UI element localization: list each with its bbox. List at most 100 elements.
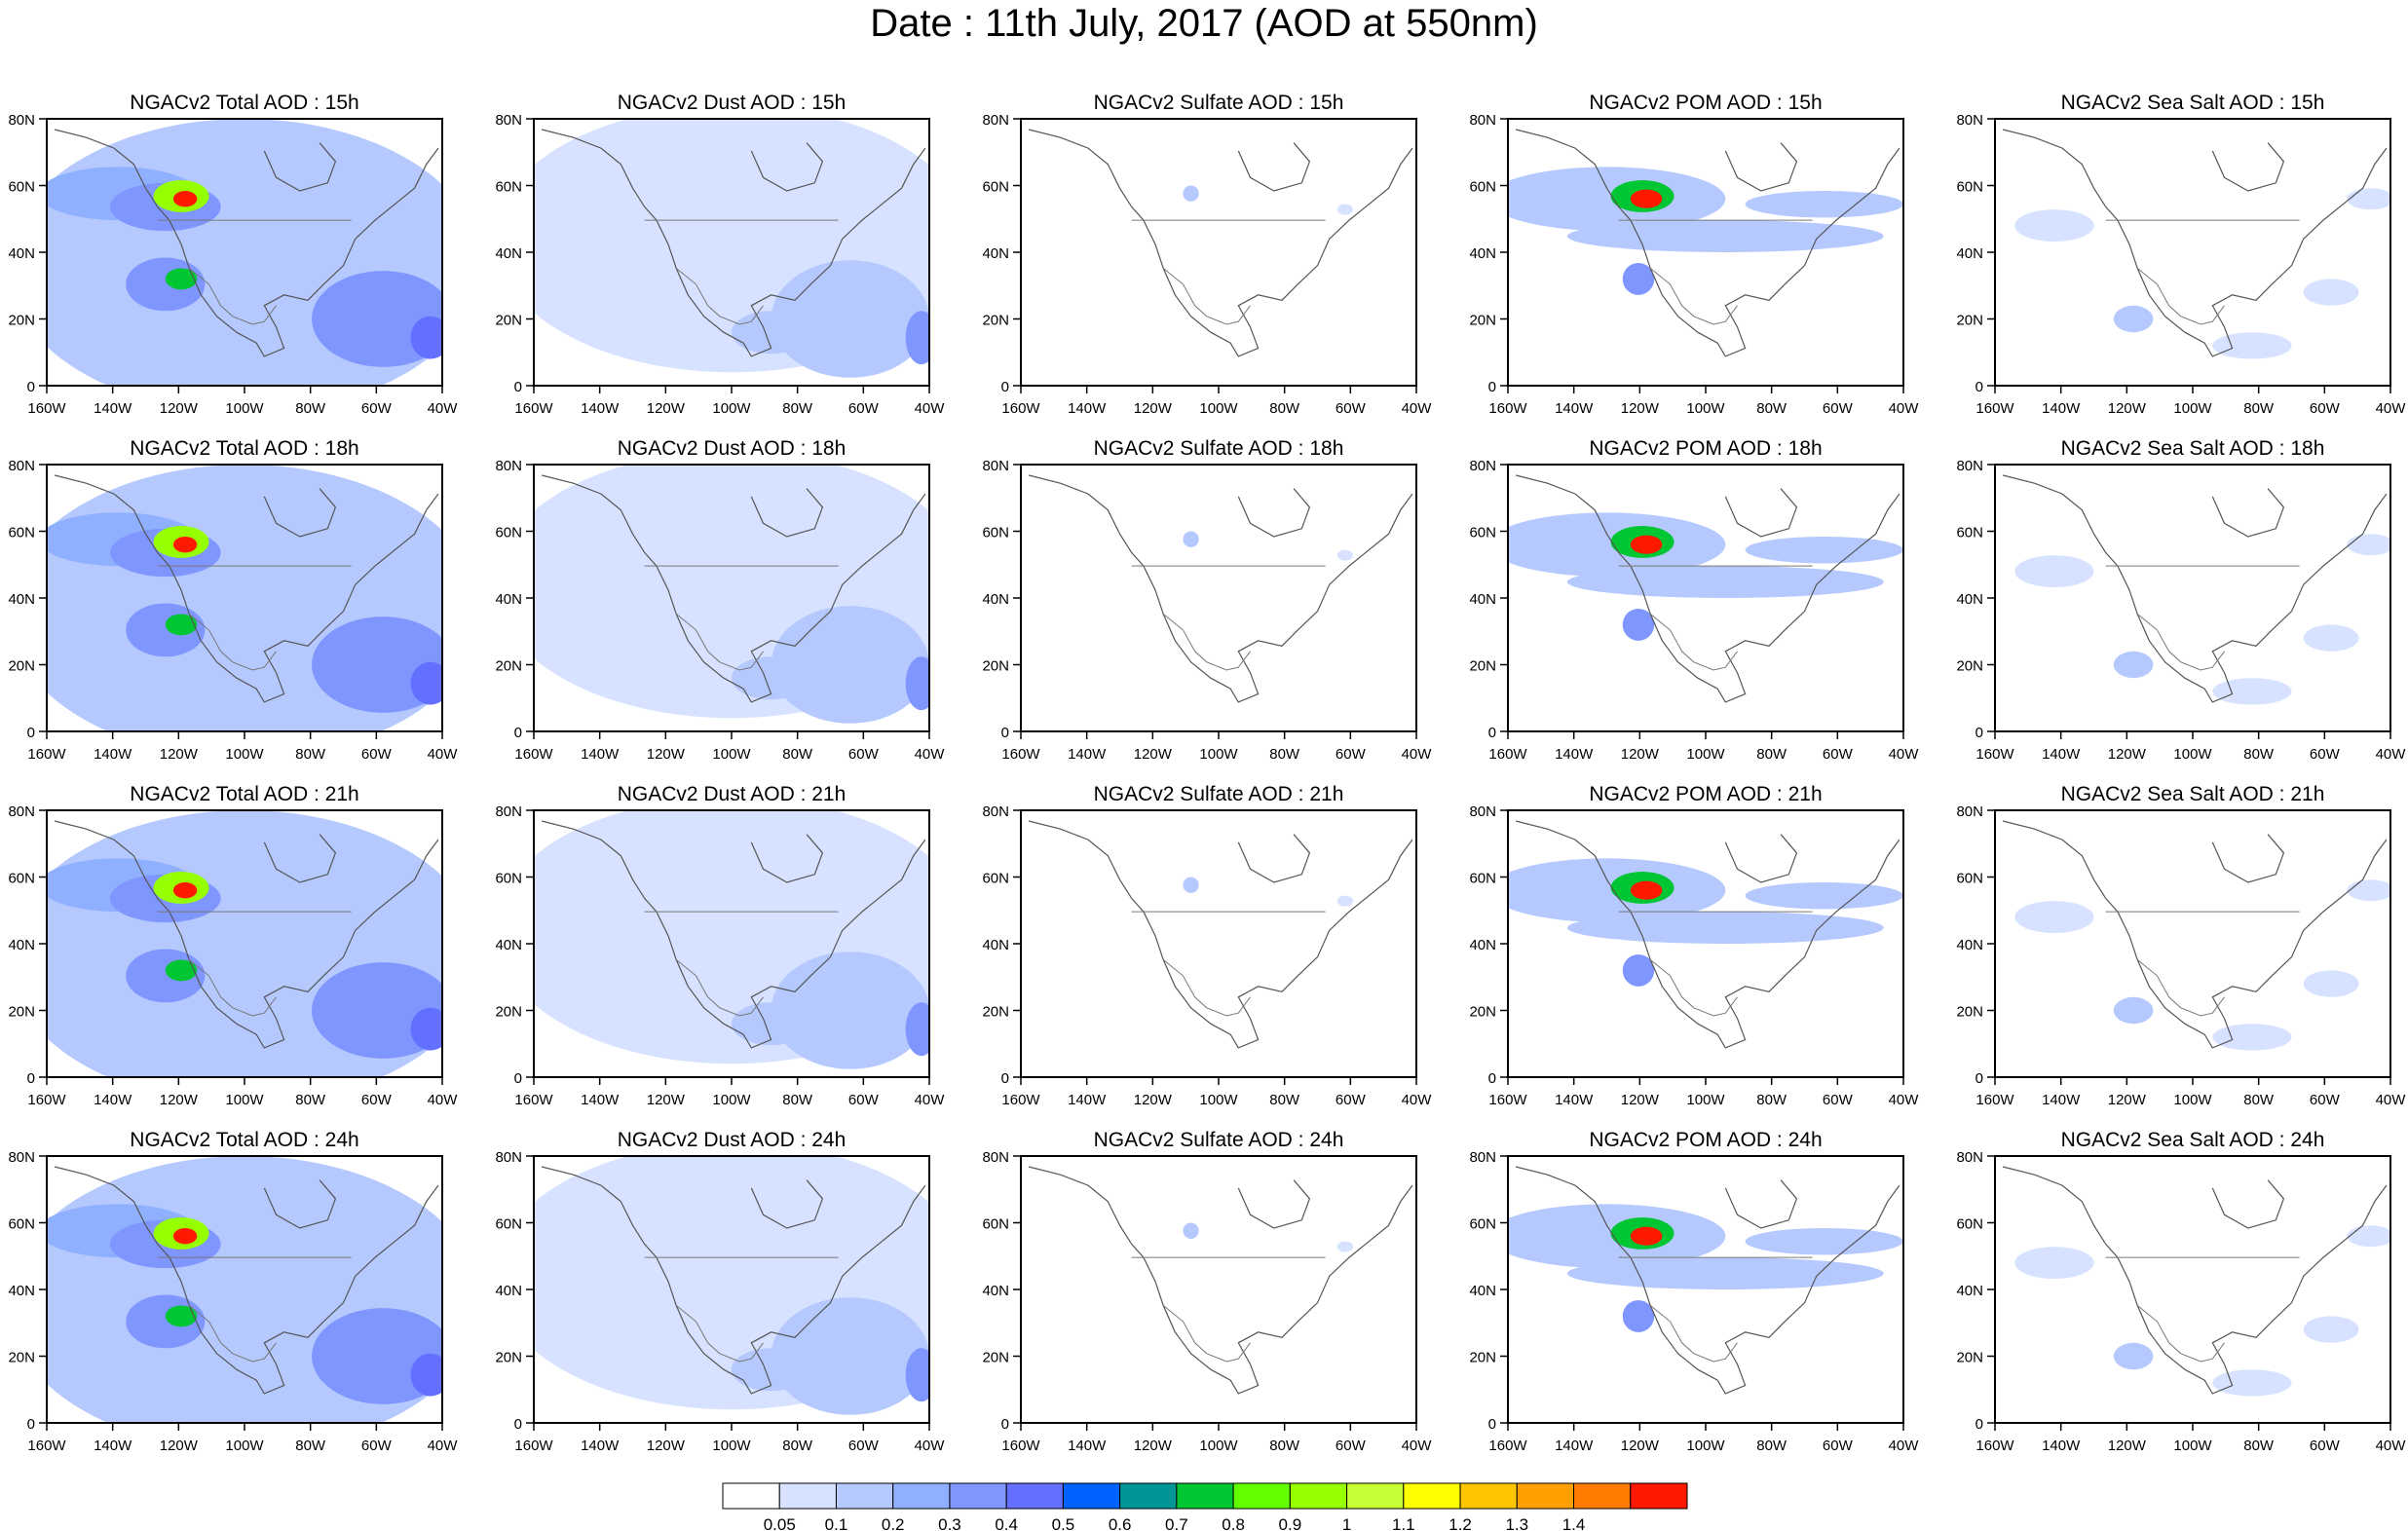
- aod-blob: [2014, 901, 2094, 934]
- map-background: [1021, 1156, 1416, 1423]
- mexico-outline: [1162, 1305, 1251, 1363]
- lon-tick-label: 40W: [915, 1092, 946, 1108]
- aod-blob: [172, 190, 198, 207]
- lat-tick-label: 60N: [1469, 1216, 1496, 1233]
- mexico-outline: [188, 959, 277, 1017]
- lat-tick-label: 40N: [982, 937, 1009, 953]
- lon-tick-label: 40W: [428, 746, 459, 763]
- lon-tick-label: 80W: [295, 1438, 326, 1454]
- lat-tick-label: 80N: [982, 1149, 1009, 1166]
- coastline: [54, 129, 439, 357]
- hudson-bay-outline: [1237, 1179, 1311, 1229]
- aod-blob: [1183, 1222, 1199, 1239]
- panel-title: NGACv2 Sulfate AOD : 21h: [1094, 783, 1344, 805]
- lat-tick-label: 0: [27, 725, 35, 741]
- lon-tick-label: 140W: [94, 400, 132, 417]
- colorbar-label: 0.8: [1222, 1515, 1245, 1531]
- lon-tick-label: 80W: [1269, 1438, 1300, 1454]
- lon-tick-label: 40W: [428, 1438, 459, 1454]
- mexico-outline: [675, 959, 764, 1017]
- lat-tick-label: 20N: [1956, 1004, 1983, 1021]
- aod-blob: [1745, 1227, 1903, 1255]
- lon-tick-label: 40W: [1402, 400, 1433, 417]
- aod-blob: [1183, 531, 1199, 547]
- lon-tick-label: 160W: [1488, 1438, 1527, 1454]
- lat-tick-label: 40N: [982, 1283, 1009, 1299]
- aod-field: [47, 119, 442, 386]
- lat-tick-label: 40N: [1956, 591, 1983, 608]
- map-panel: NGACv2 Sulfate AOD : 21h 0 20N 40N 60N 80N 160…: [982, 783, 1432, 1108]
- lat-tick-label: 80N: [1956, 803, 1983, 820]
- colorbar-label: 0.6: [1109, 1515, 1132, 1531]
- lat-tick-label: 80N: [495, 112, 522, 129]
- lon-tick-label: 160W: [514, 1438, 553, 1454]
- panel-title: NGACv2 Sulfate AOD : 15h: [1094, 92, 1344, 114]
- panel-title: NGACv2 POM AOD : 21h: [1589, 783, 1822, 805]
- lon-tick-label: 160W: [1488, 746, 1527, 763]
- lon-tick-label: 160W: [1488, 1092, 1527, 1108]
- lon-tick-label: 60W: [848, 1438, 880, 1454]
- lon-tick-label: 100W: [225, 400, 264, 417]
- lon-tick-label: 120W: [160, 746, 199, 763]
- colorbar-swatch: [1573, 1482, 1632, 1510]
- lon-tick-label: 140W: [1555, 1438, 1594, 1454]
- colorbar-swatch: [1005, 1482, 1064, 1510]
- lon-tick-label: 120W: [2108, 400, 2147, 417]
- lon-tick-label: 140W: [94, 1092, 132, 1108]
- lat-tick-label: 20N: [982, 658, 1009, 675]
- lat-tick-label: 80N: [8, 1149, 35, 1166]
- colorbar-label: 0.5: [1052, 1515, 1075, 1531]
- aod-blob: [2212, 1369, 2292, 1397]
- map-background: [1995, 1156, 2390, 1423]
- lat-tick-label: 20N: [1956, 1350, 1983, 1366]
- lat-tick-label: 60N: [8, 1216, 35, 1233]
- lat-tick-label: 80N: [1469, 458, 1496, 474]
- aod-blob: [312, 1308, 442, 1404]
- lat-tick-label: 0: [514, 1416, 522, 1433]
- lon-tick-label: 40W: [428, 400, 459, 417]
- lon-tick-label: 80W: [1756, 1438, 1787, 1454]
- lat-tick-label: 20N: [982, 1350, 1009, 1366]
- lon-tick-label: 40W: [2376, 400, 2407, 417]
- aod-blob: [2113, 651, 2154, 679]
- lat-tick-label: 20N: [8, 1350, 35, 1366]
- mexico-outline: [188, 614, 277, 671]
- lon-tick-label: 160W: [1001, 1438, 1040, 1454]
- lon-tick-label: 140W: [94, 1438, 132, 1454]
- colorbar-swatch: [835, 1482, 894, 1510]
- aod-field: [1508, 858, 1903, 987]
- aod-blob: [1566, 1257, 1884, 1290]
- aod-blob: [2113, 1342, 2154, 1370]
- panel-title: NGACv2 Dust AOD : 24h: [618, 1129, 847, 1151]
- lat-tick-label: 60N: [1956, 179, 1983, 196]
- lon-tick-label: 140W: [2042, 1092, 2081, 1108]
- lon-tick-label: 80W: [782, 400, 813, 417]
- lon-tick-label: 100W: [2173, 1438, 2212, 1454]
- map-panel: NGACv2 POM AOD : 18h 0 20N 40N 60N 80N 160W 140…: [1469, 437, 1919, 763]
- lat-tick-label: 60N: [1469, 871, 1496, 887]
- aod-blob: [165, 959, 198, 982]
- lat-tick-label: 0: [1001, 1070, 1009, 1087]
- lon-tick-label: 140W: [1555, 400, 1594, 417]
- lat-tick-label: 0: [1001, 725, 1009, 741]
- aod-blob: [1745, 190, 1903, 218]
- colorbar-label: 1.4: [1562, 1515, 1586, 1531]
- lat-tick-label: 80N: [8, 458, 35, 474]
- aod-blob: [905, 656, 929, 711]
- colorbar-label: 0.05: [764, 1515, 796, 1531]
- lat-tick-label: 20N: [495, 658, 522, 675]
- aod-blob: [1336, 895, 1354, 907]
- lon-tick-label: 40W: [1402, 746, 1433, 763]
- hudson-bay-outline: [1237, 142, 1311, 192]
- aod-blob: [410, 1007, 442, 1051]
- lon-tick-label: 40W: [915, 1438, 946, 1454]
- coastline: [54, 820, 439, 1049]
- panel-title: NGACv2 Total AOD : 21h: [130, 783, 358, 805]
- aod-field: [47, 810, 442, 1077]
- lat-tick-label: 20N: [1469, 1004, 1496, 1021]
- map-panel: NGACv2 Total AOD : 21h 0 20N 40N 60N 80N 160W 1…: [8, 783, 458, 1108]
- lon-tick-label: 120W: [2108, 746, 2147, 763]
- colorbar-label: 0.3: [938, 1515, 961, 1531]
- lat-tick-label: 60N: [8, 179, 35, 196]
- lat-tick-label: 0: [27, 379, 35, 395]
